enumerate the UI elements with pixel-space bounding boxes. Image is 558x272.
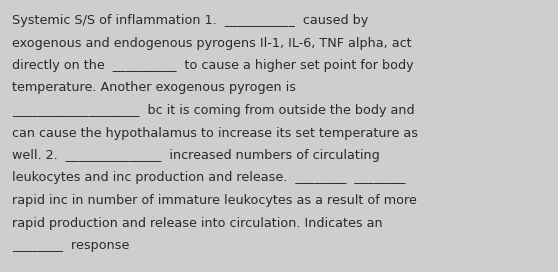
Text: exogenous and endogenous pyrogens Il-1, IL-6, TNF alpha, act: exogenous and endogenous pyrogens Il-1, … <box>12 36 412 50</box>
Text: directly on the  __________  to cause a higher set point for body: directly on the __________ to cause a hi… <box>12 59 413 72</box>
Text: ____________________  bc it is coming from outside the body and: ____________________ bc it is coming fro… <box>12 104 415 117</box>
Text: ________  response: ________ response <box>12 239 129 252</box>
Text: Systemic S/S of inflammation 1.  ___________  caused by: Systemic S/S of inflammation 1. ________… <box>12 14 368 27</box>
Text: temperature. Another exogenous pyrogen is: temperature. Another exogenous pyrogen i… <box>12 82 296 94</box>
Text: well. 2.  _______________  increased numbers of circulating: well. 2. _______________ increased numbe… <box>12 149 380 162</box>
Text: leukocytes and inc production and release.  ________  ________: leukocytes and inc production and releas… <box>12 172 405 184</box>
Text: can cause the hypothalamus to increase its set temperature as: can cause the hypothalamus to increase i… <box>12 126 418 140</box>
Text: rapid production and release into circulation. Indicates an: rapid production and release into circul… <box>12 217 383 230</box>
Text: rapid inc in number of immature leukocytes as a result of more: rapid inc in number of immature leukocyt… <box>12 194 417 207</box>
